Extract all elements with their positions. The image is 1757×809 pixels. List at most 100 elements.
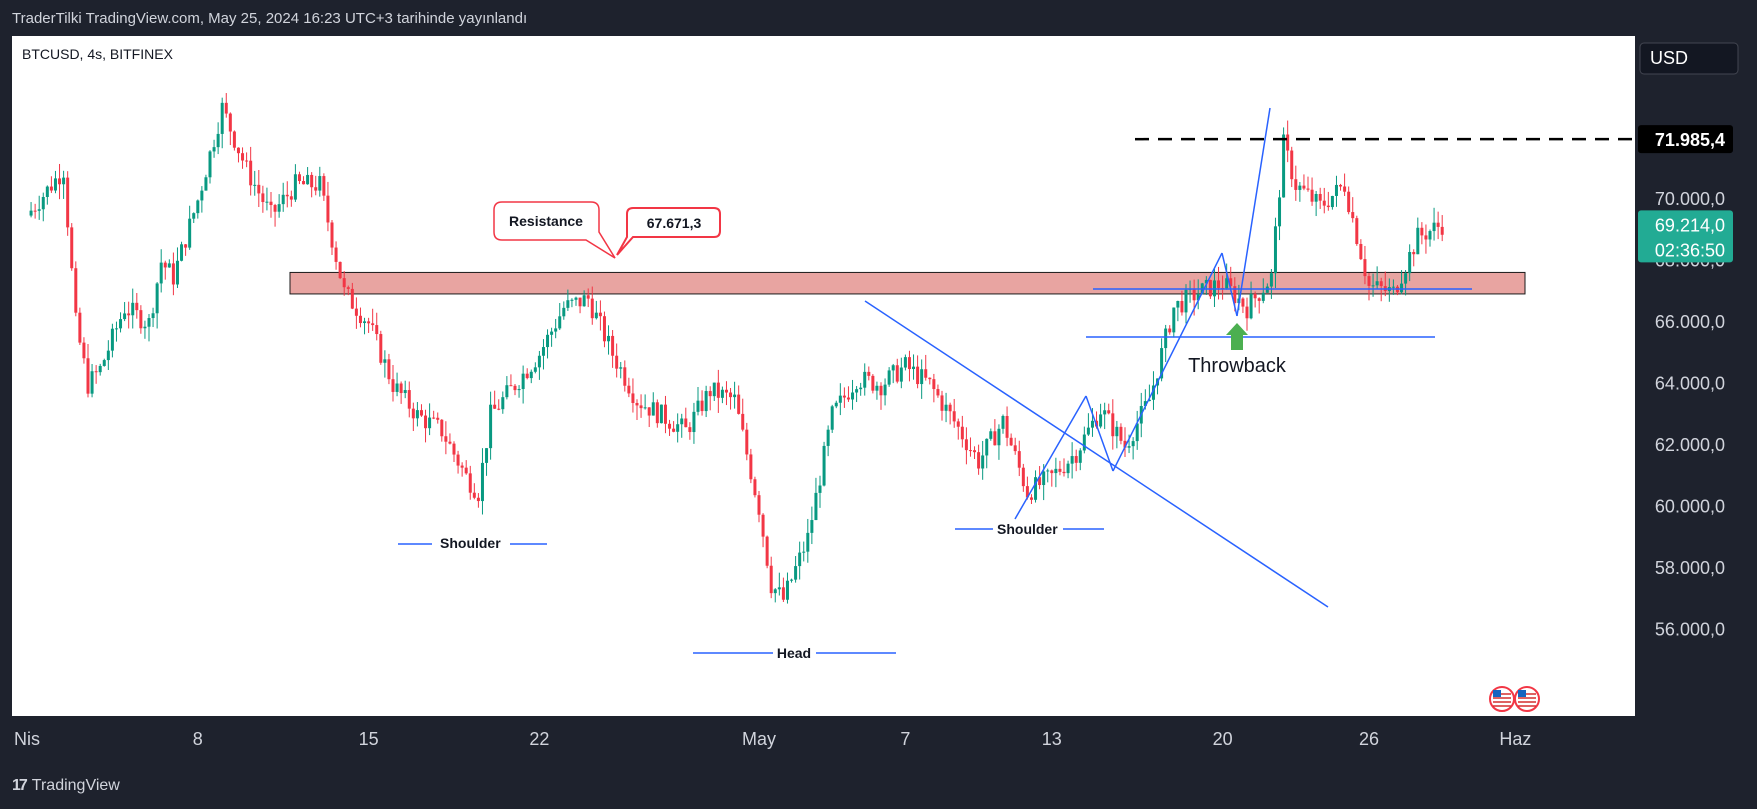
- candle: [1062, 458, 1066, 477]
- candle-body: [680, 418, 684, 425]
- candle-body: [310, 174, 314, 188]
- tradingview-logo[interactable]: 17 TradingView: [12, 777, 120, 795]
- candle-body: [810, 520, 814, 533]
- candle: [1404, 270, 1408, 296]
- candle-body: [749, 454, 753, 480]
- candle-body: [1400, 283, 1404, 293]
- candle: [891, 363, 895, 384]
- candle: [521, 365, 525, 404]
- candle: [1351, 197, 1355, 223]
- candle: [114, 321, 118, 342]
- candle-body: [265, 201, 269, 203]
- candle: [574, 296, 578, 306]
- time-tick: May: [742, 729, 776, 749]
- candle: [49, 176, 53, 193]
- candle: [489, 391, 493, 460]
- candle: [485, 448, 489, 476]
- candle-body: [1143, 401, 1147, 406]
- candle-body: [208, 151, 212, 178]
- candle-body: [1269, 273, 1273, 287]
- candle: [1249, 281, 1253, 320]
- candle: [1339, 183, 1343, 191]
- candle-body: [45, 186, 49, 197]
- candle-body: [1249, 293, 1253, 319]
- candle-body: [78, 312, 82, 343]
- candle: [358, 307, 362, 328]
- candle: [41, 192, 45, 222]
- candle-body: [1034, 477, 1038, 500]
- candle-body: [659, 404, 663, 424]
- candle-body: [82, 342, 86, 359]
- candle-body: [1339, 184, 1343, 187]
- candle-body: [424, 415, 428, 429]
- candle: [1424, 224, 1428, 254]
- candle: [753, 476, 757, 498]
- candle-body: [879, 385, 883, 396]
- candle: [448, 433, 452, 445]
- candle: [777, 572, 781, 596]
- candle: [700, 390, 704, 416]
- candle-body: [371, 323, 375, 326]
- candle: [879, 382, 883, 410]
- candle: [611, 330, 615, 368]
- time-tick: Nis: [14, 729, 40, 749]
- candle-body: [859, 387, 863, 390]
- candle-body: [62, 177, 66, 185]
- candle-body: [1363, 259, 1367, 277]
- candle-body: [1131, 441, 1135, 447]
- brand-name: TradingView: [31, 777, 120, 794]
- candle-body: [1278, 197, 1282, 227]
- candle: [684, 407, 688, 428]
- candle: [257, 169, 261, 208]
- candle: [729, 387, 733, 410]
- candle-body: [188, 218, 192, 248]
- candle: [1257, 297, 1261, 314]
- candle: [720, 386, 724, 404]
- candle-body: [814, 492, 818, 521]
- candle: [651, 392, 655, 416]
- candle: [570, 298, 574, 308]
- candle: [924, 354, 928, 381]
- candle-body: [582, 295, 586, 307]
- candle: [798, 541, 802, 580]
- candle: [806, 518, 810, 563]
- candle-body: [1379, 281, 1383, 287]
- candle-body: [505, 385, 509, 398]
- candle: [757, 490, 761, 523]
- candle-body: [1253, 293, 1257, 299]
- candle-body: [216, 133, 220, 148]
- candle-body: [196, 200, 200, 214]
- candle-body: [1208, 279, 1212, 297]
- candle-body: [1164, 328, 1168, 349]
- candle-body: [1082, 434, 1086, 451]
- candle: [175, 247, 179, 289]
- candle: [399, 381, 403, 404]
- candle-body: [41, 196, 45, 210]
- candle: [936, 384, 940, 398]
- candle-body: [1404, 273, 1408, 284]
- candle-body: [249, 160, 253, 186]
- candle-body: [688, 427, 692, 433]
- candle: [1123, 427, 1127, 458]
- candle: [1432, 207, 1436, 241]
- candle-body: [830, 406, 834, 430]
- candle-body: [346, 287, 350, 289]
- candle: [594, 300, 598, 320]
- high-price-label: 71.985,4: [1655, 130, 1725, 150]
- candle-body: [533, 367, 537, 372]
- candle: [440, 419, 444, 442]
- candle-body: [525, 373, 529, 379]
- candle: [1184, 284, 1188, 324]
- candle: [1225, 263, 1229, 290]
- candle: [306, 167, 310, 185]
- candle-body: [635, 402, 639, 406]
- candle-body: [192, 213, 196, 219]
- candle: [151, 307, 155, 328]
- candle-body: [558, 316, 562, 329]
- resistance-zone: [289, 271, 1526, 295]
- candle: [78, 307, 82, 345]
- candle-body: [757, 495, 761, 515]
- candle-body: [395, 383, 399, 392]
- candle-body: [66, 177, 70, 228]
